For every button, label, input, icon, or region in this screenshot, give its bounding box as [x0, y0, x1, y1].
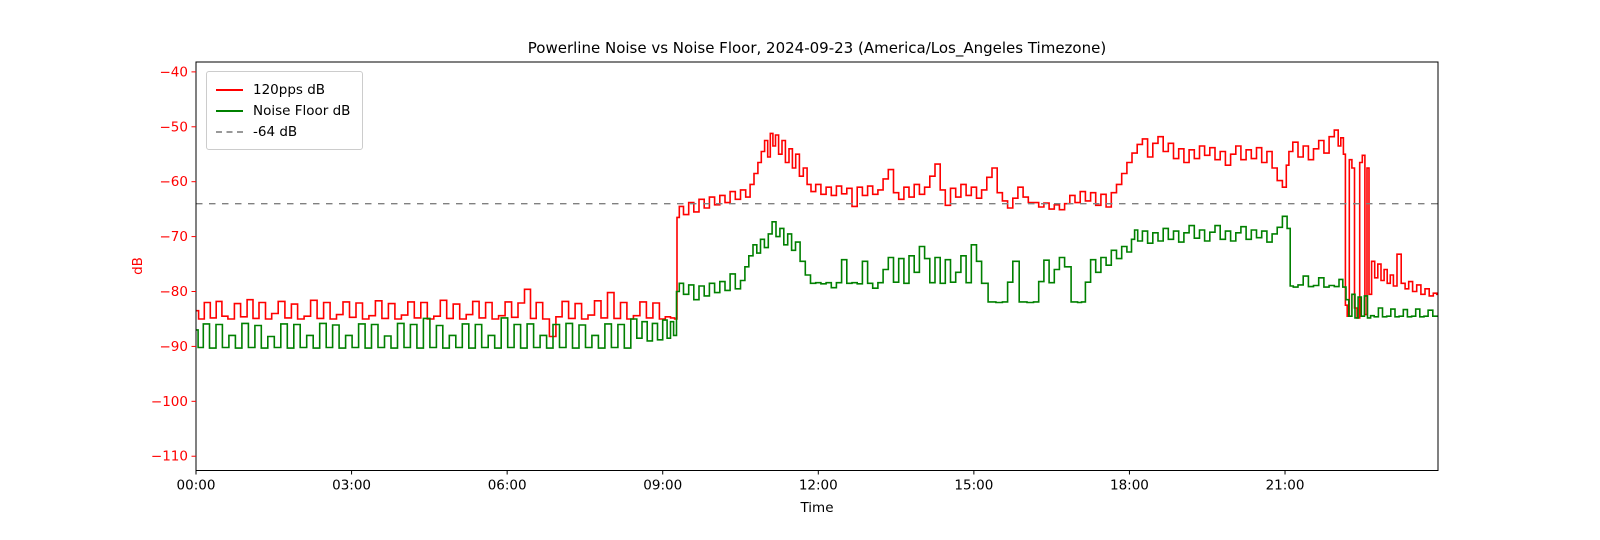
legend-item-threshold: -64 dB — [216, 121, 350, 142]
y-tick-label: −90 — [160, 339, 189, 355]
legend-item-120pps: 120pps dB — [216, 79, 350, 100]
y-tick-label: −70 — [160, 229, 189, 245]
y-tick-label: −60 — [160, 174, 189, 190]
x-tick-label: 12:00 — [799, 478, 838, 494]
y-tick-label: −50 — [160, 119, 189, 135]
axes-frame — [195, 61, 1439, 471]
x-tick-label: 03:00 — [332, 478, 371, 494]
legend-item-noise-floor: Noise Floor dB — [216, 100, 350, 121]
y-axis-ticks: −40 −50 −60 −70 −80 −90 −100 −110 — [151, 64, 196, 465]
legend: 120pps dB Noise Floor dB -64 dB — [206, 71, 364, 150]
series-line-0 — [196, 129, 1438, 338]
legend-label: 120pps dB — [253, 81, 326, 98]
x-tick-label: 09:00 — [643, 478, 682, 494]
y-tick-label: −40 — [160, 64, 189, 80]
legend-label: -64 dB — [253, 123, 298, 140]
y-axis-label: dB — [130, 257, 146, 275]
legend-line-sample-green — [216, 109, 243, 112]
chart-title: Powerline Noise vs Noise Floor, 2024-09-… — [528, 39, 1106, 58]
y-tick-label: −80 — [160, 284, 189, 300]
y-tick-label: −100 — [151, 394, 188, 410]
x-tick-label: 21:00 — [1266, 478, 1305, 494]
x-tick-label: 18:00 — [1110, 478, 1149, 494]
legend-line-sample-dashed-gray — [216, 130, 243, 133]
x-tick-label: 15:00 — [954, 478, 993, 494]
legend-label: Noise Floor dB — [253, 102, 351, 119]
x-tick-label: 06:00 — [488, 478, 527, 494]
series-lines — [196, 129, 1438, 349]
y-tick-label: −110 — [151, 449, 188, 465]
series-line-1 — [196, 215, 1438, 349]
x-axis-label: Time — [799, 500, 833, 516]
legend-line-sample-red — [216, 88, 243, 91]
x-tick-label: 00:00 — [177, 478, 216, 494]
x-axis-ticks: 00:00 03:00 06:00 09:00 12:00 15:00 18:00 21:00 — [177, 470, 1305, 494]
